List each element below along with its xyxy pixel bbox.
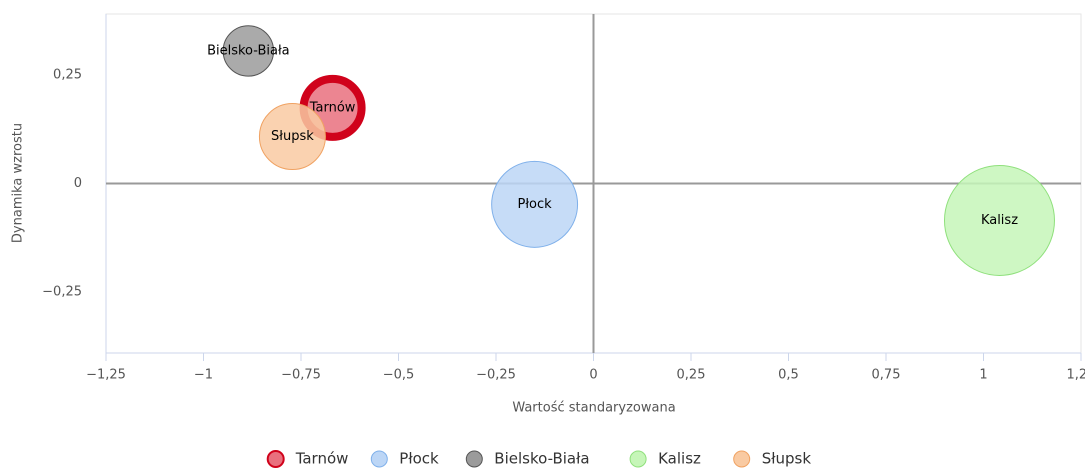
- y-tick-label: 0,25: [53, 67, 82, 82]
- legend-icon[interactable]: [629, 450, 647, 468]
- bubble-label: Bielsko-Biała: [207, 43, 290, 58]
- x-tick-label: 0,25: [677, 368, 706, 383]
- x-tick-label: 0,75: [872, 368, 901, 383]
- legend-icon[interactable]: [266, 450, 285, 468]
- y-tick-label: −0,25: [42, 285, 82, 300]
- bubble: [943, 164, 1055, 276]
- x-tick-label: 1,25: [1067, 368, 1085, 383]
- bubble-label: Kalisz: [981, 213, 1018, 228]
- x-tick-label: −0,25: [476, 368, 516, 383]
- x-tick-label: −0,5: [383, 368, 415, 383]
- x-tick-label: −1,25: [86, 368, 126, 383]
- bubble: [491, 160, 579, 248]
- x-tick-label: 0,5: [778, 368, 799, 383]
- legend-label[interactable]: Tarnów: [295, 450, 349, 468]
- y-tick-label: 0: [74, 176, 82, 191]
- bubble-label: Słupsk: [271, 129, 314, 144]
- bubble-label: Płock: [518, 197, 553, 212]
- legend-icon[interactable]: [370, 450, 388, 468]
- x-tick-label: 1: [979, 368, 987, 383]
- legend-icon[interactable]: [733, 450, 751, 468]
- legend-label[interactable]: Płock: [399, 450, 439, 468]
- bubble: [222, 25, 275, 77]
- x-tick-label: −0,75: [281, 368, 321, 383]
- x-tick-label: −1: [194, 368, 213, 383]
- x-axis-label: Wartość standaryzowana: [512, 401, 675, 416]
- bubble: [258, 103, 326, 171]
- legend-label[interactable]: Kalisz: [658, 450, 701, 468]
- legend-icon[interactable]: [465, 450, 483, 468]
- legend-label[interactable]: Bielsko-Biała: [494, 450, 589, 468]
- x-tick-label: 0: [589, 368, 597, 383]
- legend-label[interactable]: Słupsk: [762, 450, 812, 468]
- y-axis-label: Dynamika wzrostu: [11, 123, 26, 243]
- bubble-label: Tarnów: [309, 100, 356, 115]
